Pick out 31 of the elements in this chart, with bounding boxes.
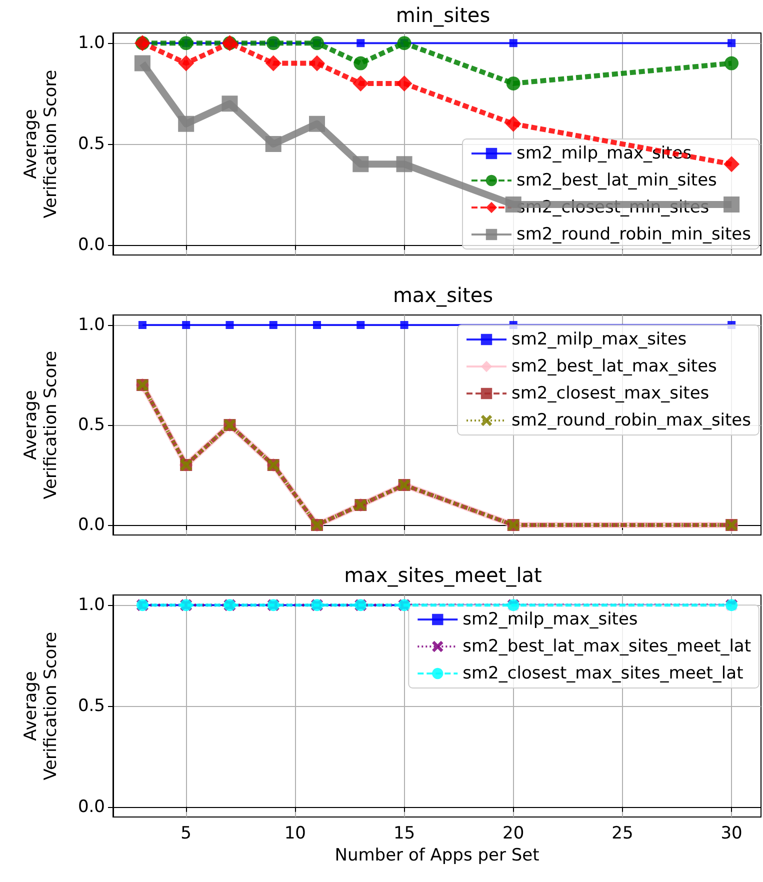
legend-label: sm2_best_lat_min_sites (516, 170, 718, 190)
chart-title: max_sites (392, 283, 494, 307)
x-tick-label: 5 (180, 824, 192, 844)
y-axis-title: Average Verification Score (21, 350, 61, 500)
legend-label: sm2_best_lat_max_sites (512, 356, 718, 376)
x-axis-title: Number of Apps per Set (334, 846, 540, 866)
y-tick-label: 1.0 (78, 33, 105, 54)
y-tick-label: 0.5 (78, 696, 105, 716)
x-tick-label: 25 (612, 824, 634, 844)
legend-label: sm2_round_robin_max_sites (512, 410, 752, 430)
legend-label: sm2_milp_max_sites (512, 330, 687, 350)
y-tick-label: 0.0 (78, 234, 105, 255)
y-axis-title: Average Verification Score (21, 70, 61, 218)
y-tick-label: 0.5 (78, 134, 105, 154)
legend-label: sm2_closest_max_sites (512, 384, 710, 404)
y-tick-label: 0.5 (78, 415, 105, 435)
x-tick-label: 10 (284, 824, 306, 844)
legend-label: sm2_closest_max_sites_meet_lat (462, 664, 744, 684)
legend-label: sm2_milp_max_sites (462, 610, 638, 630)
y-tick-label: 0.0 (78, 796, 105, 817)
x-tick-label: 20 (502, 824, 524, 844)
legend-label: sm2_best_lat_max_sites_meet_lat (462, 636, 752, 656)
legend-label: sm2_round_robin_min_sites (516, 224, 752, 244)
y-tick-label: 1.0 (78, 315, 105, 335)
x-tick-label: 30 (720, 824, 742, 844)
y-axis-title: Average Verification Score (21, 632, 61, 780)
y-tick-label: 0.0 (78, 515, 105, 535)
chart-title: max_sites_meet_lat (344, 563, 542, 587)
chart-title: min_sites (396, 3, 490, 27)
y-tick-label: 1.0 (78, 595, 105, 616)
x-tick-label: 15 (393, 824, 416, 844)
